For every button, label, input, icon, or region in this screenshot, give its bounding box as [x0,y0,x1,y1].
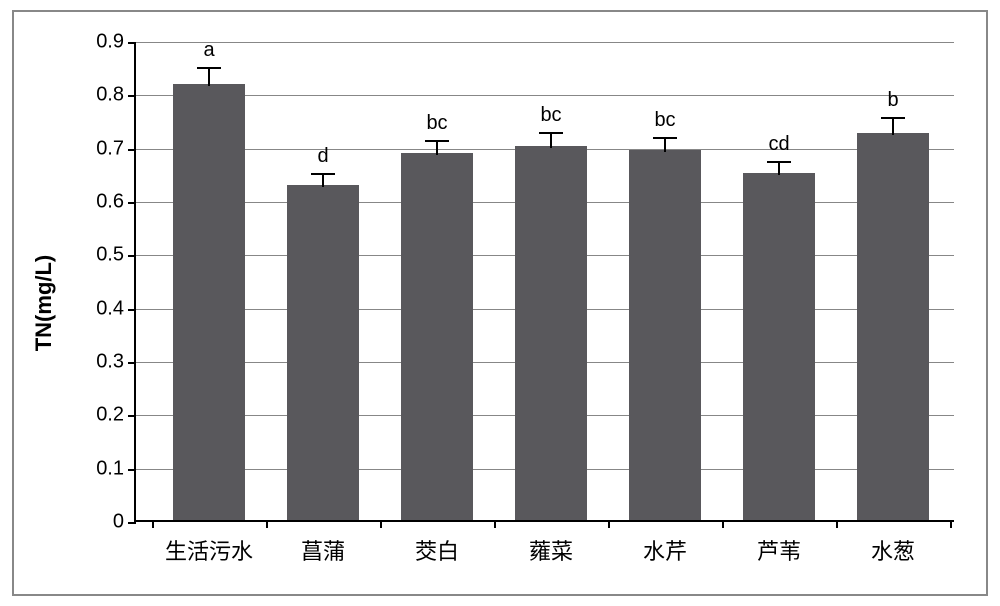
y-tick-label: 0.1 [76,457,124,480]
error-bar [664,137,666,151]
chart-frame: TN(mg/L) 00.10.20.30.40.50.60.70.80.9a生活… [12,10,988,596]
bar-significance-label: d [317,145,328,168]
x-tick-label: 生活污水 [165,534,253,566]
x-tick-label: 芦苇 [757,534,801,566]
x-tick [950,520,952,528]
bar [287,185,359,520]
error-bar [208,67,210,86]
y-tick [128,469,136,471]
x-tick [722,520,724,528]
y-tick-label: 0.8 [76,84,124,107]
y-axis-title: TN(mg/L) [31,255,57,352]
x-tick [836,520,838,528]
gridline [136,42,954,43]
bar-significance-label: a [203,39,214,62]
x-tick-label: 水葱 [871,534,915,566]
y-tick [128,309,136,311]
y-tick-label: 0.9 [76,31,124,54]
bar-significance-label: bc [654,109,675,132]
y-tick [128,255,136,257]
y-tick [128,522,136,524]
x-tick-label: 菖蒲 [301,534,345,566]
x-tick [152,520,154,528]
x-tick [380,520,382,528]
y-tick [128,415,136,417]
error-bar [550,132,552,148]
error-bar [892,117,894,136]
bar [743,173,815,520]
y-tick [128,42,136,44]
error-cap [311,173,335,175]
y-tick [128,149,136,151]
bar-significance-label: bc [540,104,561,127]
error-cap [539,132,563,134]
error-bar [322,173,324,187]
bar [401,153,473,520]
error-cap [197,67,221,69]
error-bar [436,140,438,155]
bar [629,150,701,520]
error-cap [767,161,791,163]
bar-significance-label: cd [768,133,789,156]
bar [857,133,929,520]
y-tick [128,362,136,364]
bar [515,146,587,520]
y-tick-label: 0.6 [76,191,124,214]
x-tick [494,520,496,528]
bar-significance-label: b [887,89,898,112]
error-bar [778,161,780,175]
bar-significance-label: bc [426,112,447,135]
y-tick-label: 0.4 [76,297,124,320]
y-tick-label: 0.5 [76,244,124,267]
x-tick-label: 茭白 [415,534,459,566]
x-tick-label: 蕹菜 [529,534,573,566]
y-tick [128,95,136,97]
x-tick [608,520,610,528]
plot-area: 00.10.20.30.40.50.60.70.80.9a生活污水d菖蒲bc茭白… [134,42,954,522]
y-tick-label: 0.3 [76,351,124,374]
y-tick-label: 0.2 [76,404,124,427]
y-tick [128,202,136,204]
chart-container: TN(mg/L) 00.10.20.30.40.50.60.70.80.9a生活… [0,0,1000,606]
error-cap [881,117,905,119]
y-tick-label: 0.7 [76,137,124,160]
x-tick-label: 水芹 [643,534,687,566]
x-tick [266,520,268,528]
error-cap [653,137,677,139]
gridline [136,95,954,96]
y-tick-label: 0 [76,511,124,534]
error-cap [425,140,449,142]
bar [173,84,245,520]
